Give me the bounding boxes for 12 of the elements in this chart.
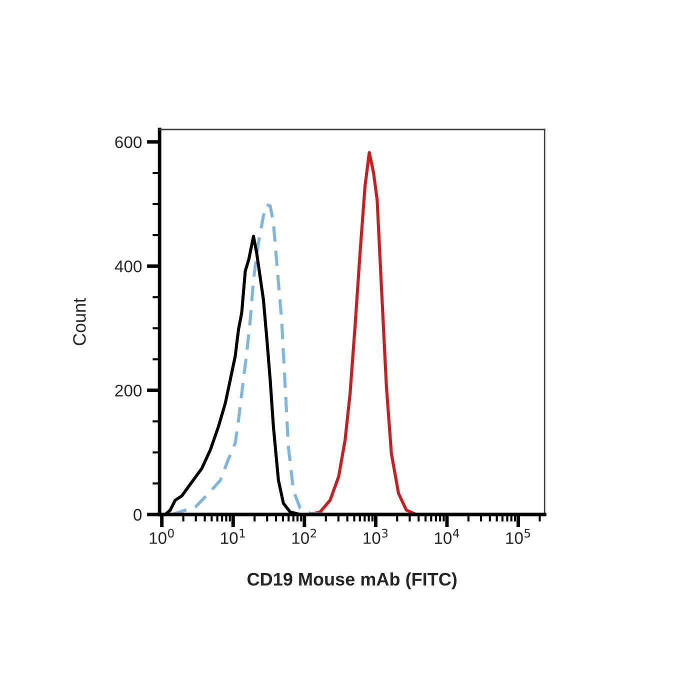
x-tick-label: 10$^{0}$ <box>150 528 174 544</box>
x-tick-label: 10$^{3}$ <box>364 528 388 544</box>
y-axis-title: Count <box>73 298 86 346</box>
y-tick-label: 400 <box>114 260 142 272</box>
x-tick-label: 10$^{5}$ <box>506 528 530 544</box>
x-tick-label: 10$^{4}$ <box>434 528 460 544</box>
x-axis-title: CD19 Mouse mAb (FITC) <box>248 572 457 590</box>
y-tick-label: 600 <box>115 136 142 148</box>
x-tick-label: 10$^{1}$ <box>221 528 245 544</box>
x-tick-label: 10$^{2}$ <box>292 528 316 544</box>
y-tick-label: 0 <box>134 508 142 521</box>
y-tick-label: 200 <box>115 384 142 397</box>
